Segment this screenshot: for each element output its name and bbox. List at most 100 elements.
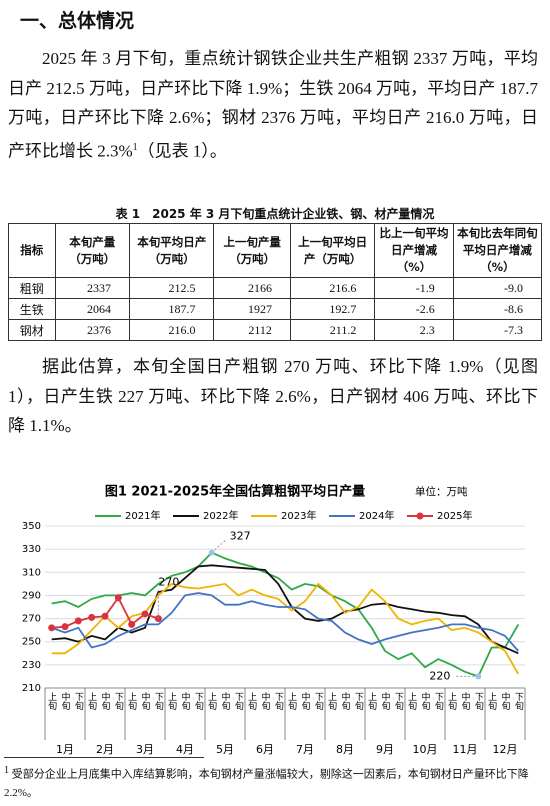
x-tick-label: 下旬 (113, 692, 124, 711)
x-tick-label: 上旬 (126, 692, 137, 711)
y-tick-label: 250 (22, 637, 41, 648)
header-cell: 比上一旬平均日产增减（%） (374, 223, 454, 278)
point (128, 620, 136, 628)
point (88, 613, 96, 621)
x-tick-label: 上旬 (486, 692, 497, 711)
cell: 2166 (213, 277, 291, 299)
x-tick-label: 下旬 (353, 692, 364, 711)
cell: 192.7 (289, 298, 376, 320)
x-tick-label: 下旬 (193, 692, 204, 711)
x-tick-label: 中旬 (420, 691, 431, 711)
month-label: 4月 (176, 743, 194, 756)
point (141, 610, 149, 618)
x-tick-label: 中旬 (300, 691, 311, 711)
header-cell: 本旬平均日产（万吨） (129, 223, 215, 278)
month-label: 8月 (336, 743, 354, 756)
y-tick-label: 290 (22, 590, 41, 601)
table: 指标 本旬产量（万吨） 本旬平均日产（万吨） 上一旬产量（万吨） 上一旬平均日产（万吨）… (8, 223, 543, 341)
cell: 212.5 (129, 277, 215, 299)
y-tick-label: 330 (22, 544, 41, 555)
cell: 2337 (54, 277, 131, 299)
x-tick-label: 中旬 (260, 691, 271, 711)
unit: 单位：万吨 (415, 485, 468, 498)
cell: 2376 (54, 319, 131, 341)
legend-label: 2024年 (359, 509, 394, 522)
row: 生铁 2064 187.7 1927 192.7 -2.6 -8.6 (8, 298, 543, 320)
footnote-rule (4, 757, 204, 758)
point (114, 594, 122, 602)
annotation: 220 (429, 669, 450, 682)
x-tick-label: 中旬 (60, 691, 71, 711)
x-tick-label: 下旬 (473, 692, 484, 711)
x-tick-label: 中旬 (340, 691, 351, 711)
text: 受部分企业上月底集中入库结算影响，本旬钢材产量涨幅较大，剔除这一因素后，本旬钢材… (4, 768, 529, 799)
x-tick-label: 上旬 (286, 692, 297, 711)
x-tick-label: 中旬 (100, 691, 111, 711)
month-label: 6月 (256, 743, 274, 756)
x-tick-label: 中旬 (380, 691, 391, 711)
cell: 216.6 (289, 277, 376, 299)
x-tick-label: 中旬 (460, 691, 471, 711)
month-label: 11月 (453, 743, 478, 756)
note-ref: 1 (132, 141, 138, 153)
text: （见表 1）。 (137, 141, 227, 161)
x-tick-label: 上旬 (326, 692, 337, 711)
cell: -9.0 (452, 277, 543, 299)
heading: 一、总体情况 (20, 10, 135, 32)
series-line (51, 551, 520, 678)
series-line (51, 592, 519, 652)
x-tick-label: 下旬 (233, 692, 244, 711)
y-tick-label: 270 (22, 614, 41, 625)
row: 粗钢 2337 212.5 2166 216.6 -1.9 -9.0 (8, 277, 543, 299)
cell: 187.7 (129, 298, 215, 320)
month-label: 9月 (376, 743, 394, 756)
x-tick-label: 下旬 (273, 692, 284, 711)
x-tick-label: 下旬 (513, 692, 524, 711)
month-label: 3月 (136, 743, 154, 756)
annotation: 327 (230, 530, 251, 543)
annotation-point (208, 549, 215, 556)
cell: 216.0 (129, 319, 215, 341)
month-label: 10月 (413, 743, 438, 756)
paragraph: 2025 年 3 月下旬，重点统计钢铁企业共生产粗钢 2337 万吨，平均日产 … (8, 44, 538, 166)
legend-marker (416, 512, 424, 520)
chart-title: 图1 2021-2025年全国估算粗钢平均日产量 (105, 484, 365, 500)
month-label: 5月 (216, 743, 234, 756)
y-tick-label: 210 (22, 683, 41, 694)
x-tick-label: 中旬 (180, 691, 191, 711)
cell: 2064 (54, 298, 131, 320)
point (74, 617, 82, 625)
point (61, 623, 69, 631)
x-tick-label: 上旬 (166, 692, 177, 711)
note-mark: 1 (4, 765, 9, 776)
cell: 钢材 (8, 319, 56, 341)
header-cell: 本旬比去年同旬平均日产增减（%） (452, 223, 543, 278)
cell: 2112 (213, 319, 291, 341)
x-tick-label: 下旬 (73, 692, 84, 711)
legend-label: 2025年 (437, 509, 472, 522)
cell: 1927 (213, 298, 291, 320)
chart: 图1 2021-2025年全国估算粗钢平均日产量 单位：万吨 210 230 250… (22, 484, 526, 756)
annotation-leader (211, 539, 227, 553)
y-tick-label: 230 (22, 660, 41, 671)
header-cell: 指标 (8, 223, 56, 278)
x-tick-label: 中旬 (500, 691, 511, 711)
cell: -8.6 (452, 298, 543, 320)
month-label: 7月 (296, 743, 314, 756)
row: 钢材 2376 216.0 2112 211.2 2.3 -7.3 (8, 319, 543, 341)
cell: -7.3 (452, 319, 543, 341)
annotation-point (475, 673, 482, 680)
x-tick-label: 上旬 (86, 692, 97, 711)
legend-label: 2021年 (125, 509, 160, 522)
series-line (51, 564, 519, 655)
cell: 211.2 (289, 319, 376, 341)
cell: 粗钢 (8, 277, 56, 299)
month-label: 1月 (56, 743, 74, 756)
table-caption: 表 1 2025 年 3 月下旬重点统计企业铁、钢、材产量情况 (115, 207, 435, 221)
x-tick-label: 下旬 (433, 692, 444, 711)
x-tick-label: 上旬 (366, 692, 377, 711)
x-tick-label: 下旬 (393, 692, 404, 711)
header-cell: 上一旬产量（万吨） (213, 223, 291, 278)
month-label: 12月 (493, 743, 518, 756)
